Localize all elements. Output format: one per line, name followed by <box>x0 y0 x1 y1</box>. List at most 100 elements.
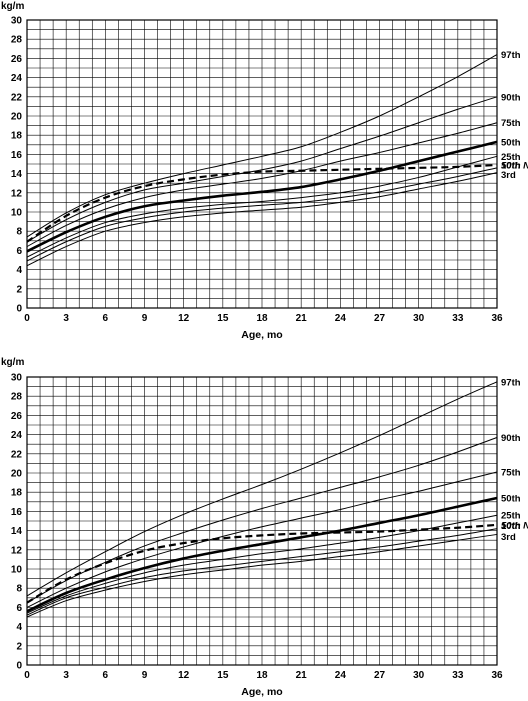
series-label-50th: 50th <box>501 137 521 148</box>
x-tick-label: 27 <box>374 313 386 324</box>
y-tick-label: 20 <box>11 469 23 480</box>
y-tick-label: 14 <box>11 526 23 537</box>
series-label-3rd: 3rd <box>501 532 516 543</box>
series-line-75th <box>26 122 498 248</box>
series-line-10th <box>26 528 498 616</box>
series-line-97th <box>26 381 498 597</box>
y-tick-label: 2 <box>16 284 22 295</box>
plot-frame <box>26 376 498 666</box>
series-label-50th-n: 50th N <box>501 160 528 171</box>
y-tick-label: 28 <box>11 35 23 46</box>
series-line-50th <box>26 496 498 613</box>
x-tick-label: 12 <box>178 670 190 681</box>
x-tick-label: 9 <box>142 313 148 324</box>
x-tick-label: 15 <box>217 313 229 324</box>
x-tick-label: 33 <box>452 670 464 681</box>
series-label-90th: 90th <box>501 92 521 103</box>
y-tick-label: 6 <box>16 246 22 257</box>
y-tick-label: 26 <box>11 411 23 422</box>
x-tick-label: 21 <box>296 313 308 324</box>
y-tick-label: 10 <box>11 565 23 576</box>
series-line-50th-n <box>26 163 498 243</box>
y-axis-unit: kg/m <box>1 1 24 12</box>
y-tick-label: 26 <box>11 54 23 65</box>
x-tick-label: 18 <box>256 670 268 681</box>
x-tick-label: 3 <box>63 313 69 324</box>
y-tick-label: 8 <box>16 584 22 595</box>
x-tick-label: 33 <box>452 313 464 324</box>
series-line-97th <box>26 54 498 238</box>
y-tick-label: 24 <box>11 73 23 84</box>
series-line-3rd <box>26 172 498 267</box>
y-tick-label: 8 <box>16 227 22 238</box>
series-label-97th: 97th <box>501 50 521 61</box>
y-tick-label: 6 <box>16 603 22 614</box>
x-tick-label: 36 <box>491 670 503 681</box>
x-tick-label: 12 <box>178 313 190 324</box>
x-tick-label: 27 <box>374 670 386 681</box>
x-tick-label: 18 <box>256 313 268 324</box>
series-label-75th: 75th <box>501 468 521 479</box>
x-tick-label: 15 <box>217 670 229 681</box>
y-tick-label: 0 <box>16 661 22 672</box>
series-label-25th: 25th <box>501 511 521 522</box>
x-tick-label: 6 <box>103 313 109 324</box>
series-label-10th: 10th <box>501 160 521 171</box>
y-tick-label: 12 <box>11 188 23 199</box>
y-tick-label: 14 <box>11 169 23 180</box>
series-label-25th: 25th <box>501 152 521 163</box>
series-label-3rd: 3rd <box>501 170 516 181</box>
y-tick-label: 22 <box>11 92 23 103</box>
series-line-75th <box>26 471 498 608</box>
x-tick-label: 9 <box>142 670 148 681</box>
series-label-10th: 10th <box>501 521 521 532</box>
grid <box>26 19 498 309</box>
y-tick-label: 18 <box>11 131 23 142</box>
x-tick-label: 0 <box>24 313 30 324</box>
x-tick-label: 6 <box>103 670 109 681</box>
y-tick-label: 30 <box>11 16 23 27</box>
x-tick-label: 36 <box>491 313 503 324</box>
series-label-90th: 90th <box>501 433 521 444</box>
y-tick-label: 2 <box>16 641 22 652</box>
y-axis-unit: kg/m <box>1 357 24 368</box>
y-tick-label: 24 <box>11 430 23 441</box>
series-line-50th <box>26 140 498 253</box>
series-label-97th: 97th <box>501 377 521 388</box>
series-label-50th: 50th <box>501 493 521 504</box>
x-tick-label: 24 <box>335 670 347 681</box>
series-line-3rd <box>26 533 498 618</box>
y-tick-label: 20 <box>11 112 23 123</box>
x-tick-label: 3 <box>63 670 69 681</box>
y-tick-label: 10 <box>11 208 23 219</box>
y-tick-label: 16 <box>11 507 23 518</box>
y-tick-label: 30 <box>11 373 23 384</box>
series-line-25th <box>26 155 498 258</box>
x-tick-label: 21 <box>296 670 308 681</box>
series-line-10th <box>26 167 498 262</box>
grid <box>26 376 498 666</box>
x-tick-label: 30 <box>413 313 425 324</box>
y-tick-label: 22 <box>11 449 23 460</box>
y-tick-label: 4 <box>16 265 22 276</box>
x-tick-label: 24 <box>335 313 347 324</box>
x-tick-label: 0 <box>24 670 30 681</box>
y-tick-label: 4 <box>16 622 22 633</box>
series-line-50th-n <box>26 523 498 604</box>
y-tick-label: 28 <box>11 392 23 403</box>
y-tick-label: 18 <box>11 488 23 499</box>
y-tick-label: 16 <box>11 150 23 161</box>
y-tick-label: 0 <box>16 304 22 315</box>
x-tick-label: 30 <box>413 670 425 681</box>
y-tick-label: 12 <box>11 545 23 556</box>
x-axis-title: Age, mo <box>241 686 282 698</box>
series-label-75th: 75th <box>501 118 521 129</box>
series-label-50th-n: 50th N <box>501 520 528 531</box>
series-line-90th <box>26 96 498 243</box>
series-line-25th <box>26 514 498 614</box>
plot-frame <box>26 19 498 309</box>
x-axis-title: Age, mo <box>241 329 282 341</box>
